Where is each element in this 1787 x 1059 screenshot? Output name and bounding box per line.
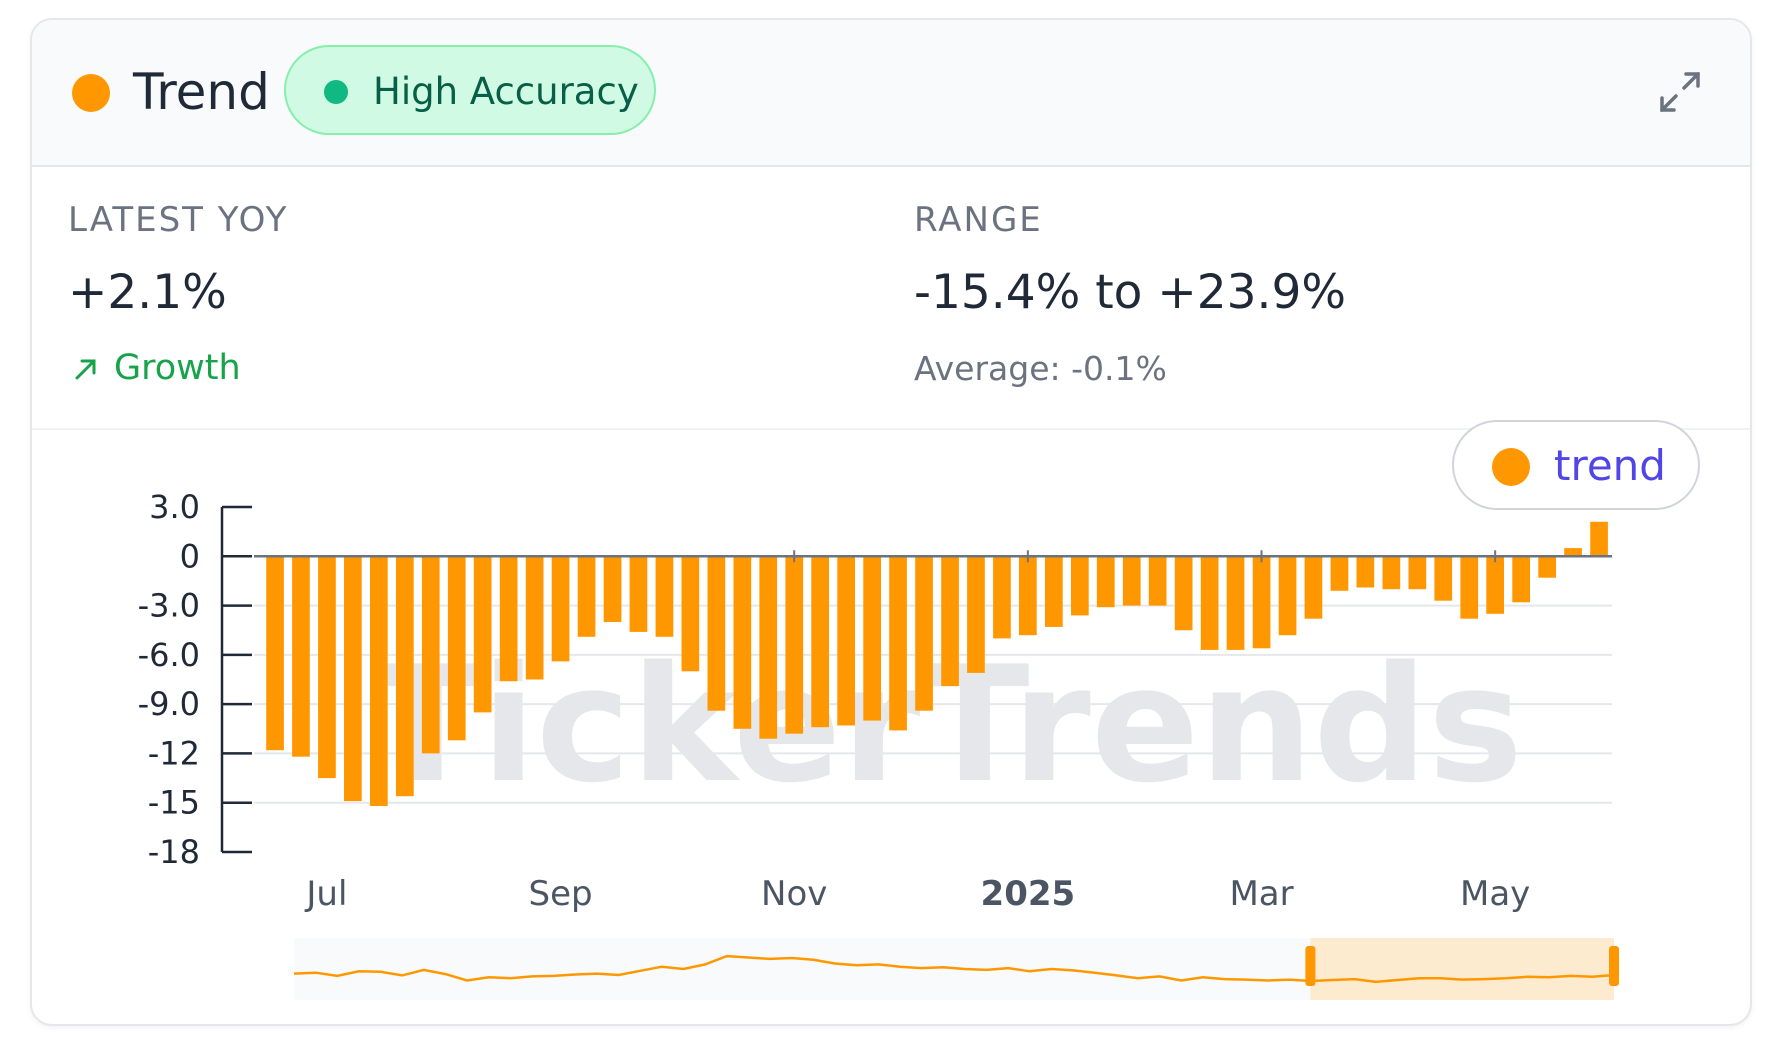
bar (421, 556, 440, 754)
y-tick-label: -3.0 (138, 587, 200, 625)
bar (837, 556, 855, 726)
trend-bar-chart: TickerTrends3.00-3.0-6.0-9.0-12-15-18Jul… (138, 488, 1619, 1000)
bar (1538, 556, 1556, 578)
bar (1382, 556, 1401, 590)
x-tick-label: May (1460, 874, 1530, 914)
bar (447, 556, 466, 741)
bar (967, 556, 985, 673)
bar (1148, 556, 1167, 606)
bar (1174, 556, 1193, 631)
range-label: RANGE (914, 200, 1043, 240)
section-divider (32, 428, 1750, 430)
x-tick-label: Sep (529, 874, 593, 914)
bar (1278, 556, 1297, 636)
bar (1330, 556, 1349, 591)
y-tick-label: -12 (148, 734, 200, 772)
latest-yoy-value: +2.1% (68, 265, 227, 320)
bar (941, 556, 959, 687)
growth-indicator: Growth (72, 346, 241, 390)
card-header: Trend High Accuracy (32, 20, 1750, 167)
bar (1019, 556, 1037, 636)
expand-icon[interactable] (1658, 70, 1702, 114)
bar (1434, 556, 1453, 601)
latest-yoy-label: LATEST YOY (68, 200, 289, 240)
bar (1045, 556, 1063, 627)
bar (993, 556, 1011, 639)
bar (681, 556, 700, 672)
bar (499, 556, 518, 682)
bar (603, 556, 622, 622)
y-tick-label: 3.0 (149, 488, 200, 526)
bar (577, 556, 596, 637)
bar (1512, 556, 1530, 603)
bar (370, 556, 388, 806)
bar (1486, 556, 1504, 614)
bar (1096, 556, 1115, 608)
navigator-selection (1310, 938, 1614, 1000)
bar (396, 556, 414, 797)
card-title: Trend (133, 63, 270, 121)
bar (1356, 556, 1375, 588)
bar (525, 556, 544, 680)
bar (707, 556, 726, 711)
bar (1071, 556, 1089, 616)
bar (733, 556, 752, 729)
x-tick-label: Nov (761, 874, 827, 914)
title-dot-icon (72, 74, 110, 112)
x-tick-label: Jul (304, 874, 347, 914)
bar (889, 556, 907, 731)
bar (1460, 556, 1479, 619)
bar (1564, 548, 1582, 557)
trend-card: Trend High Accuracy LATEST YOY +2.1% Gro… (30, 18, 1752, 1026)
accuracy-badge: High Accuracy (284, 45, 656, 135)
bar (292, 556, 310, 757)
badge-dot-icon (324, 80, 348, 104)
y-tick-label: -6.0 (138, 636, 200, 674)
arrow-up-right-icon (75, 359, 96, 380)
bar (1590, 521, 1608, 557)
badge-label: High Accuracy (373, 70, 639, 113)
bar (759, 556, 778, 739)
bar (1200, 556, 1219, 650)
bar (551, 556, 570, 662)
y-tick-label: -18 (148, 833, 200, 871)
legend-dot-icon (1492, 448, 1530, 486)
bar (1226, 556, 1245, 650)
bar (1122, 556, 1141, 606)
bar (1408, 556, 1427, 590)
navigator-line (293, 954, 1615, 984)
bar (915, 556, 933, 711)
bar (863, 556, 881, 721)
navigator-handle-left[interactable] (1305, 946, 1316, 986)
x-tick-label: Mar (1229, 874, 1293, 914)
bar (344, 556, 362, 802)
y-tick-label: -9.0 (138, 685, 200, 723)
y-tick-label: 0 (180, 537, 200, 575)
growth-label: Growth (114, 348, 241, 388)
y-tick-label: -15 (148, 784, 200, 822)
bar (318, 556, 336, 779)
bar (1252, 556, 1271, 649)
bar (785, 556, 804, 734)
legend-trend[interactable]: trend (1452, 420, 1700, 510)
navigator-handle-right[interactable] (1609, 946, 1619, 986)
bar (266, 556, 284, 751)
bar (473, 556, 492, 713)
bar (629, 556, 648, 632)
bar (811, 556, 829, 728)
range-value: -15.4% to +23.9% (914, 265, 1347, 320)
range-average: Average: -0.1% (914, 349, 1167, 388)
legend-label: trend (1554, 441, 1666, 490)
x-tick-label: 2025 (981, 874, 1076, 914)
bar (1304, 556, 1323, 619)
bar (655, 556, 674, 637)
